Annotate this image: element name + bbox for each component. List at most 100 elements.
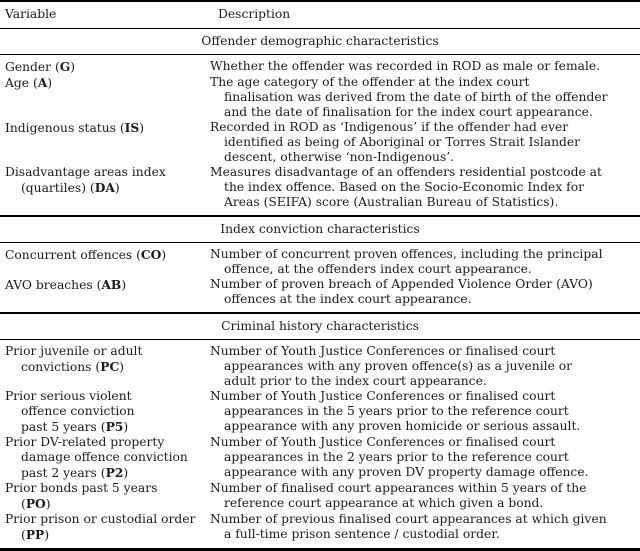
variable-cell: Prior juvenile or adult convictions (PC) (5, 344, 205, 389)
variable-text: ( (21, 528, 26, 542)
variable-text: past 5 years ( (21, 420, 106, 434)
description-line: Number of Youth Justice Conferences or f… (210, 389, 556, 403)
variable-text: AVO breaches ( (5, 278, 102, 292)
variable-line: Concurrent offences (CO) (5, 247, 205, 263)
variable-line: offence conviction (5, 404, 205, 419)
variable-text: ) (161, 248, 167, 262)
description-line: identified as being of Aboriginal or Tor… (224, 135, 581, 149)
variable-text: ) (45, 497, 51, 511)
description-line: descent, otherwise ‘non-Indigenous’. (224, 150, 455, 164)
description-cell: Number of Youth Justice Conferences or f… (205, 344, 640, 389)
variable-cell: Prior prison or custodial order (PP) (5, 512, 205, 543)
section-title: Index conviction characteristics (0, 217, 640, 243)
description-cell: Number of concurrent proven offences, in… (205, 247, 640, 277)
variable-cell: Prior bonds past 5 years (PO) (5, 481, 205, 512)
variable-line: Prior DV-related property (5, 435, 205, 450)
description-line: Number of finalised court appearances wi… (210, 481, 587, 495)
description-line: and the date of finalisation for the ind… (224, 105, 593, 119)
table-row: Prior DV-related property damage offence … (5, 435, 640, 481)
description-cell: Number of Youth Justice Conferences or f… (205, 435, 640, 481)
variable-text: damage offence conviction (21, 450, 188, 464)
variable-line: Gender (G) (5, 59, 205, 75)
variable-text: ) (70, 60, 76, 74)
table-row: Concurrent offences (CO) Number of concur… (5, 247, 640, 277)
variable-line: Indigenous status (IS) (5, 120, 205, 136)
variable-text: (quartiles) ( (21, 181, 95, 195)
description-line: reference court appearance at which give… (224, 496, 544, 510)
variable-text: past 2 years ( (21, 466, 106, 480)
table-row: Prior juvenile or adult convictions (PC) N… (5, 344, 640, 389)
variable-line: Prior serious violent (5, 389, 205, 404)
variable-text: Prior serious violent (5, 389, 132, 403)
description-cell: Number of finalised court appearances wi… (205, 481, 640, 512)
variable-cell: Indigenous status (IS) (5, 120, 205, 165)
description-line: offences at the index court appearance. (224, 292, 472, 306)
variable-text: Prior DV-related property (5, 435, 165, 449)
variable-line: (PO) (5, 496, 205, 512)
variable-line: Prior prison or custodial order (5, 512, 205, 527)
description-line: appearances with any proven offence(s) a… (224, 359, 573, 373)
variable-text: offence conviction (21, 404, 135, 418)
variable-text: ) (119, 360, 125, 374)
variable-text: ) (44, 528, 50, 542)
table-row: Indigenous status (IS) Recorded in ROD as… (5, 120, 640, 165)
variable-line: (PP) (5, 527, 205, 543)
description-line: Whether the offender was recorded in ROD… (210, 59, 601, 73)
variable-text: Prior prison or custodial order (5, 512, 196, 526)
variable-abbr: PP (25, 527, 45, 542)
variable-abbr: A (37, 75, 48, 90)
variable-abbr: IS (124, 120, 140, 135)
description-line: Number of concurrent proven offences, in… (210, 247, 603, 261)
variable-line: past 2 years (P2) (5, 465, 205, 481)
description-cell: Measures disadvantage of an offenders re… (205, 165, 640, 210)
section-rows: Concurrent offences (CO) Number of concur… (0, 243, 640, 312)
variable-line: Disadvantage areas index (5, 165, 205, 180)
variable-abbr: PO (25, 496, 46, 511)
variable-text: ) (114, 181, 120, 195)
variable-cell: AVO breaches (AB) (5, 277, 205, 307)
variable-text: ) (123, 420, 129, 434)
variable-line: Prior bonds past 5 years (5, 481, 205, 496)
table-header-row: Variable Description (0, 2, 640, 29)
variable-abbr: PC (100, 359, 120, 374)
variable-cell: Age (A) (5, 75, 205, 120)
variable-text: ) (123, 466, 129, 480)
variable-line: convictions (PC) (5, 359, 205, 375)
variable-cell: Prior serious violent offence conviction p… (5, 389, 205, 435)
table-section: Criminal history characteristics Prior ju… (0, 312, 640, 548)
description-cell: Recorded in ROD as ‘Indigenous’ if the o… (205, 120, 640, 165)
variable-abbr: DA (94, 180, 115, 195)
description-line: offence, at the offenders index court ap… (224, 262, 532, 276)
description-line: Number of Youth Justice Conferences or f… (210, 344, 556, 358)
description-cell: Number of previous finalised court appea… (205, 512, 640, 543)
column-header-description: Description (218, 7, 291, 21)
variable-abbr: P5 (105, 419, 124, 434)
table-row: Age (A) The age category of the offender … (5, 75, 640, 120)
variable-cell: Prior DV-related property damage offence … (5, 435, 205, 481)
variable-cell: Gender (G) (5, 59, 205, 75)
variable-text: Concurrent offences ( (5, 248, 141, 262)
variable-cell: Disadvantage areas index (quartiles) (DA) (5, 165, 205, 210)
table-row: AVO breaches (AB) Number of proven breach… (5, 277, 640, 307)
variable-line: Prior juvenile or adult (5, 344, 205, 359)
variable-text: Gender ( (5, 60, 60, 74)
description-line: appearance with any proven homicide or s… (224, 419, 581, 433)
description-line: appearance with any proven DV property d… (224, 465, 589, 479)
variable-cell: Concurrent offences (CO) (5, 247, 205, 277)
description-line: Measures disadvantage of an offenders re… (210, 165, 602, 179)
section-title: Criminal history characteristics (0, 314, 640, 340)
variable-text: ( (21, 497, 26, 511)
section-title: Offender demographic characteristics (0, 29, 640, 55)
description-cell: Number of Youth Justice Conferences or f… (205, 389, 640, 435)
variable-abbr: AB (101, 277, 122, 292)
table-row: Prior prison or custodial order (PP) Numbe… (5, 512, 640, 543)
description-line: adult prior to the index court appearanc… (224, 374, 487, 388)
description-line: Number of Youth Justice Conferences or f… (210, 435, 556, 449)
variable-text: Indigenous status ( (5, 121, 125, 135)
variable-abbr: CO (140, 247, 162, 262)
description-line: a full-time prison sentence / custodial … (224, 527, 500, 541)
description-line: Number of proven breach of Appended Viol… (210, 277, 593, 291)
description-cell: Whether the offender was recorded in ROD… (205, 59, 640, 75)
table-row: Prior serious violent offence conviction p… (5, 389, 640, 435)
